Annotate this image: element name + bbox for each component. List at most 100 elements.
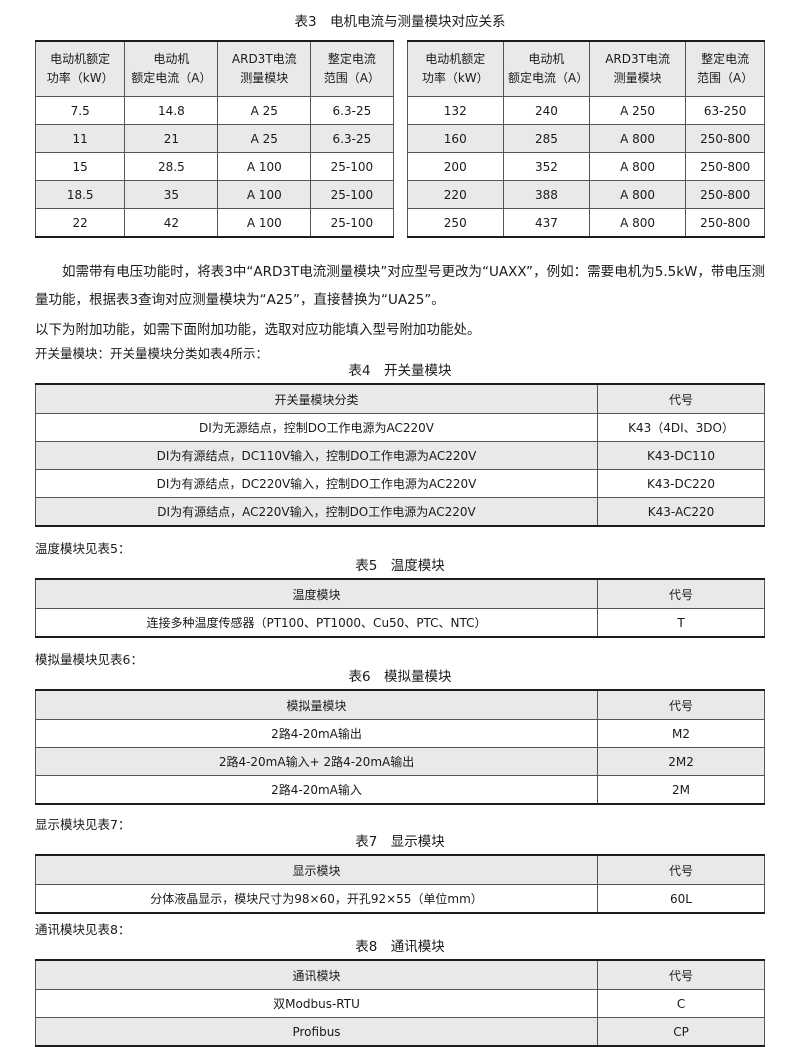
table-cell: 6.3-25 — [310, 124, 394, 153]
table-cell: 6.3-25 — [310, 96, 394, 125]
table4-switch-module: 开关量模块分类 代号 DI为无源结点，控制DO工作电源为AC220V K43（4… — [34, 383, 765, 527]
table-row: 220 388 A 800 250-800 — [406, 180, 765, 209]
manual-page: 表3 电机电流与测量模块对应关系 电动机额定 功率（kW） 电动机 额定电流（A… — [34, 14, 765, 1047]
table-cell: A 800 — [588, 152, 687, 181]
column-header: 代号 — [597, 854, 765, 885]
table-row: 2路4-20mA输出 M2 — [34, 719, 765, 748]
table-row: Profibus CP — [34, 1017, 765, 1047]
table-header-row: 通讯模块 代号 — [34, 959, 765, 990]
table-header-row: 电动机额定 功率（kW） 电动机 额定电流（A） ARD3T电流 测量模块 整定… — [34, 40, 394, 97]
table3-left: 电动机额定 功率（kW） 电动机 额定电流（A） ARD3T电流 测量模块 整定… — [34, 40, 394, 238]
column-header: 模拟量模块 — [34, 689, 599, 720]
column-header: ARD3T电流 测量模块 — [217, 40, 312, 97]
table-header-row: 模拟量模块 代号 — [34, 689, 765, 720]
table5-title: 表5 温度模块 — [355, 558, 445, 574]
table-cell: 132 — [406, 96, 505, 125]
additional-function-note: 以下为附加功能，如需下面附加功能，选取对应功能填入型号附加功能处。 — [35, 322, 481, 338]
table-cell: 250-800 — [685, 124, 765, 153]
table-cell: A 250 — [588, 96, 687, 125]
table-cell: 200 — [406, 152, 505, 181]
table-cell: A 100 — [217, 208, 312, 238]
table-cell: 285 — [503, 124, 590, 153]
table-row: DI为有源结点，DC220V输入，控制DO工作电源为AC220V K43-DC2… — [34, 469, 765, 498]
table-row: 连接多种温度传感器（PT100、PT1000、Cu50、PTC、NTC） T — [34, 608, 765, 638]
table-cell: 250-800 — [685, 208, 765, 238]
table-cell: 60L — [597, 884, 765, 914]
table5-intro: 温度模块见表5： — [35, 541, 131, 556]
column-header: 代号 — [597, 959, 765, 990]
table-cell: A 25 — [217, 124, 312, 153]
table-cell: 250-800 — [685, 180, 765, 209]
table-cell: K43-AC220 — [597, 497, 765, 527]
column-header: 代号 — [597, 383, 765, 414]
table-row: 7.5 14.8 A 25 6.3-25 — [34, 96, 394, 125]
table4-title: 表4 开关量模块 — [348, 363, 452, 379]
table6-title: 表6 模拟量模块 — [348, 669, 452, 685]
table-row: 双Modbus-RTU C — [34, 989, 765, 1018]
table-cell: 42 — [124, 208, 219, 238]
table-cell: 2M2 — [597, 747, 765, 776]
table-cell: 2M — [597, 775, 765, 805]
table8-intro: 通讯模块见表8： — [35, 922, 131, 937]
column-header: 温度模块 — [34, 578, 599, 609]
column-header: 代号 — [597, 689, 765, 720]
table-row: 22 42 A 100 25-100 — [34, 208, 394, 238]
table8-title: 表8 通讯模块 — [355, 939, 445, 955]
table-cell: 7.5 — [34, 96, 126, 125]
table-cell: A 800 — [588, 124, 687, 153]
table-cell: 388 — [503, 180, 590, 209]
table-row: 160 285 A 800 250-800 — [406, 124, 765, 153]
table-cell: DI为有源结点，DC220V输入，控制DO工作电源为AC220V — [34, 469, 599, 498]
table-row: 11 21 A 25 6.3-25 — [34, 124, 394, 153]
table-cell: K43（4DI、3DO） — [597, 413, 765, 442]
table-row: 18.5 35 A 100 25-100 — [34, 180, 394, 209]
table-cell: 11 — [34, 124, 126, 153]
table-cell: Profibus — [34, 1017, 599, 1047]
table6-analog-module: 模拟量模块 代号 2路4-20mA输出 M2 2路4-20mA输入+ 2路4-2… — [34, 689, 765, 805]
table-cell: 15 — [34, 152, 126, 181]
table-cell: 28.5 — [124, 152, 219, 181]
table-cell: K43-DC110 — [597, 441, 765, 470]
table-header-row: 显示模块 代号 — [34, 854, 765, 885]
table-cell: A 800 — [588, 180, 687, 209]
table3-title: 表3 电机电流与测量模块对应关系 — [294, 14, 506, 30]
column-header: 通讯模块 — [34, 959, 599, 990]
table-cell: 2路4-20mA输入+ 2路4-20mA输出 — [34, 747, 599, 776]
table3-pair: 电动机额定 功率（kW） 电动机 额定电流（A） ARD3T电流 测量模块 整定… — [34, 40, 765, 238]
table-cell: K43-DC220 — [597, 469, 765, 498]
table-cell: 220 — [406, 180, 505, 209]
table-cell: C — [597, 989, 765, 1018]
table-row: DI为无源结点，控制DO工作电源为AC220V K43（4DI、3DO） — [34, 413, 765, 442]
table-header-row: 电动机额定 功率（kW） 电动机 额定电流（A） ARD3T电流 测量模块 整定… — [406, 40, 765, 97]
column-header: ARD3T电流 测量模块 — [588, 40, 687, 97]
table-cell: M2 — [597, 719, 765, 748]
table-row: DI为有源结点，AC220V输入，控制DO工作电源为AC220V K43-AC2… — [34, 497, 765, 527]
column-header: 电动机 额定电流（A） — [503, 40, 590, 97]
table-cell: 250 — [406, 208, 505, 238]
voltage-function-paragraph: 如需带有电压功能时，将表3中“ARD3T电流测量模块”对应型号更改为“UAXX”… — [35, 264, 765, 308]
table-cell: T — [597, 608, 765, 638]
table-cell: CP — [597, 1017, 765, 1047]
table-row: 132 240 A 250 63-250 — [406, 96, 765, 125]
table8-communication-module: 通讯模块 代号 双Modbus-RTU C Profibus CP — [34, 959, 765, 1047]
table-row: 分体液晶显示，模块尺寸为98×60，开孔92×55（单位mm） 60L — [34, 884, 765, 914]
table-cell: 437 — [503, 208, 590, 238]
table-row: 2路4-20mA输入+ 2路4-20mA输出 2M2 — [34, 747, 765, 776]
column-header: 电动机额定 功率（kW） — [34, 40, 126, 97]
table7-title: 表7 显示模块 — [355, 834, 445, 850]
column-header: 电动机 额定电流（A） — [124, 40, 219, 97]
table-row: 250 437 A 800 250-800 — [406, 208, 765, 238]
table-header-row: 开关量模块分类 代号 — [34, 383, 765, 414]
table-cell: 250-800 — [685, 152, 765, 181]
table-cell: 22 — [34, 208, 126, 238]
column-header: 整定电流 范围（A） — [310, 40, 394, 97]
table5-temperature-module: 温度模块 代号 连接多种温度传感器（PT100、PT1000、Cu50、PTC、… — [34, 578, 765, 638]
table-cell: 240 — [503, 96, 590, 125]
table-row: DI为有源结点，DC110V输入，控制DO工作电源为AC220V K43-DC1… — [34, 441, 765, 470]
table4-intro: 开关量模块：开关量模块分类如表4所示： — [35, 346, 268, 361]
table-cell: 25-100 — [310, 208, 394, 238]
table-cell: A 100 — [217, 180, 312, 209]
table-cell: 18.5 — [34, 180, 126, 209]
table-cell: 352 — [503, 152, 590, 181]
column-header: 开关量模块分类 — [34, 383, 599, 414]
